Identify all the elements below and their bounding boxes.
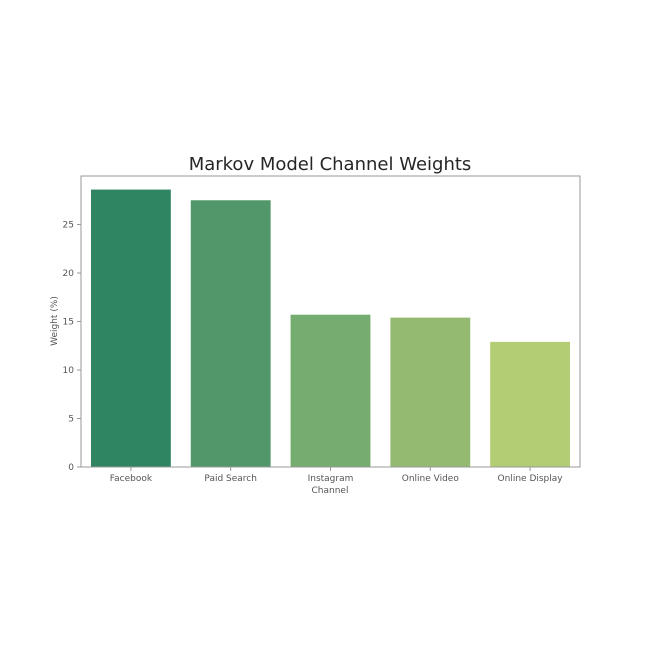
plot-frame <box>80 175 581 468</box>
x-axis: Facebook Paid Search Instagram Online Video… <box>110 467 564 484</box>
y-axis-label: Weight (%) <box>50 296 60 346</box>
x-tick-label: Instagram <box>308 474 354 484</box>
x-tick-label: Online Display <box>498 474 564 484</box>
y-tick-label: 15 <box>63 318 74 328</box>
bar-online-display <box>490 341 571 467</box>
y-tick-label: 20 <box>63 269 75 279</box>
bar-online-video <box>390 317 471 467</box>
x-tick-label: Facebook <box>110 474 153 484</box>
y-tick-label: 25 <box>63 221 74 231</box>
bar-facebook <box>90 189 171 467</box>
bar-paid-search <box>190 200 271 467</box>
y-axis: 0 5 10 15 20 25 <box>63 221 81 473</box>
bars-group <box>90 189 571 467</box>
y-tick-label: 5 <box>68 415 74 425</box>
chart-title: Markov Model Channel Weights <box>189 154 472 175</box>
x-tick-label: Online Video <box>402 474 460 484</box>
x-tick-label: Paid Search <box>204 474 257 484</box>
y-tick-label: 10 <box>63 366 75 376</box>
x-axis-label: Channel <box>312 486 349 496</box>
y-tick-label: 0 <box>68 463 74 473</box>
bar-instagram <box>290 314 371 467</box>
